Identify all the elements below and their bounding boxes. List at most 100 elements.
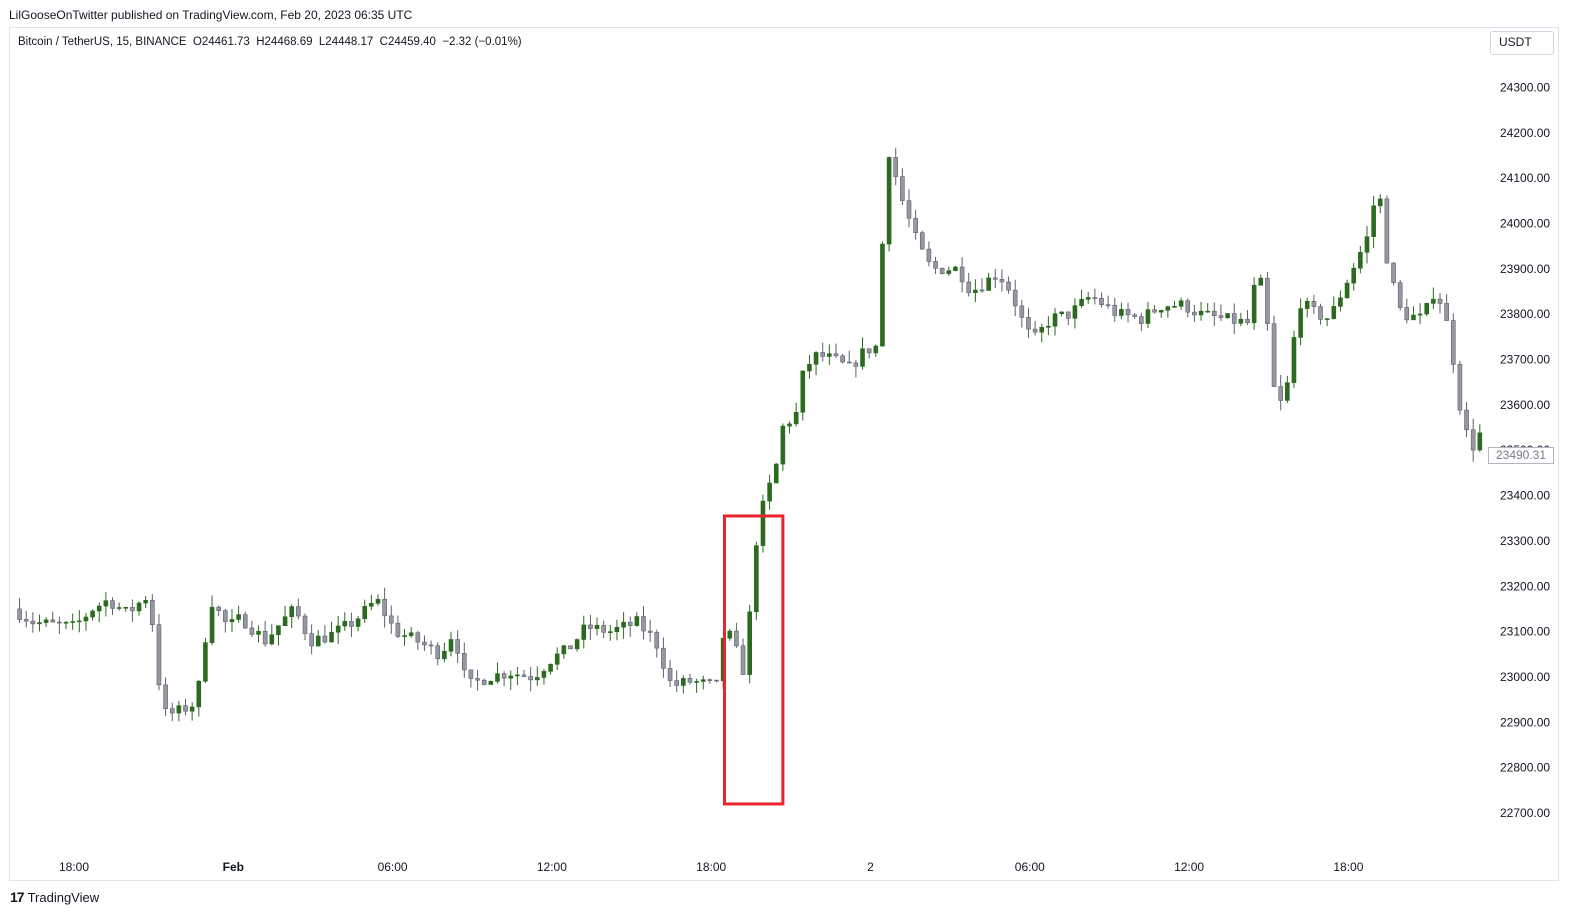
candle [621,612,626,639]
candle-body [541,671,547,678]
candle [1065,311,1071,326]
candle [1079,289,1084,309]
candle [1212,302,1217,327]
candle [183,698,188,716]
candle-body [667,668,673,681]
candle-body [1085,297,1091,300]
y-tick-label: 23000.00 [1500,670,1550,684]
candle [1205,303,1210,313]
candle-body [1052,313,1058,327]
candle [1052,308,1058,336]
candle-body [1331,306,1337,319]
candle-body [342,620,348,627]
x-tick-label: 18:00 [696,860,726,874]
candle-body [156,624,162,686]
candle-body [302,615,308,634]
candle [448,631,454,657]
candle-body [979,289,985,292]
x-tick-label: 2 [867,860,874,874]
candle [992,268,998,289]
candle [754,541,759,621]
candle [50,611,56,623]
candle [933,256,938,275]
candle [249,620,255,638]
candle-body [1424,303,1430,315]
candle [1139,312,1144,332]
candle-body [588,624,593,629]
candle-body [1291,337,1297,383]
candle [388,605,394,634]
candle [873,344,879,357]
candle [986,272,991,291]
candle-body [1059,311,1064,315]
candle [694,678,699,693]
candle-body [1324,318,1330,320]
candle [1285,375,1290,403]
currency-selector[interactable]: USDT [1490,31,1554,55]
candle-body [1444,303,1449,321]
ohlc-legend: Bitcoin / TetherUS, 15, BINANCE O24461.7… [18,36,522,48]
candle-body [1012,289,1018,307]
candle [1178,297,1184,310]
candle-body [256,631,261,635]
candle [1172,300,1177,308]
candle-body [953,266,958,271]
candle-body [554,653,560,665]
candle-body [747,611,752,675]
candle-body [169,708,175,714]
publisher-line: LilGooseOnTwitter published on TradingVi… [9,8,413,22]
y-tick-label: 24300.00 [1500,80,1550,94]
tradingview-logo[interactable]: 17 TradingView [10,889,99,905]
candle [561,644,567,659]
candle-body [813,352,819,365]
candle-body [90,610,95,618]
candle-body [1351,267,1357,284]
y-tick-label: 22700.00 [1500,806,1550,820]
candle-body [143,600,148,604]
candle [1377,194,1383,214]
candle [601,620,606,639]
candle-body [793,411,799,425]
candle-body [1039,327,1045,333]
candle [1271,315,1277,388]
candle [1431,287,1436,310]
legend-open: O24461.73 [192,36,250,48]
candle [654,629,660,658]
candle-body [17,608,22,620]
candle [886,156,892,252]
candle-body [189,706,195,712]
candle-body [992,277,998,280]
candle-body [1152,309,1157,313]
candle-body [740,645,746,675]
candle-body [1092,297,1098,299]
candle-layer [17,147,1483,722]
candle-body [919,232,925,250]
candle-body [282,616,288,626]
candle-body [355,618,361,627]
candle [1165,305,1171,318]
candle-body [707,679,713,681]
candle-body [50,619,56,623]
candle-body [1477,432,1483,451]
chart-frame [9,27,1559,881]
candle-body [110,600,115,609]
candle-body [568,645,573,650]
x-tick-label: 18:00 [1333,860,1363,874]
candle [176,701,182,722]
candle-body [548,663,553,672]
candle-body [1278,386,1283,401]
candle-body [455,639,460,654]
candle [349,612,354,637]
candle [515,666,520,686]
candle-body [787,423,792,427]
candle-body [986,277,991,291]
candle [1231,303,1237,334]
candle [468,669,474,688]
y-tick-label: 23900.00 [1500,262,1550,276]
candle [1324,318,1330,327]
candle-body [1377,198,1383,207]
candle-body [853,362,859,367]
candle [90,609,95,621]
candle-body [375,598,381,604]
